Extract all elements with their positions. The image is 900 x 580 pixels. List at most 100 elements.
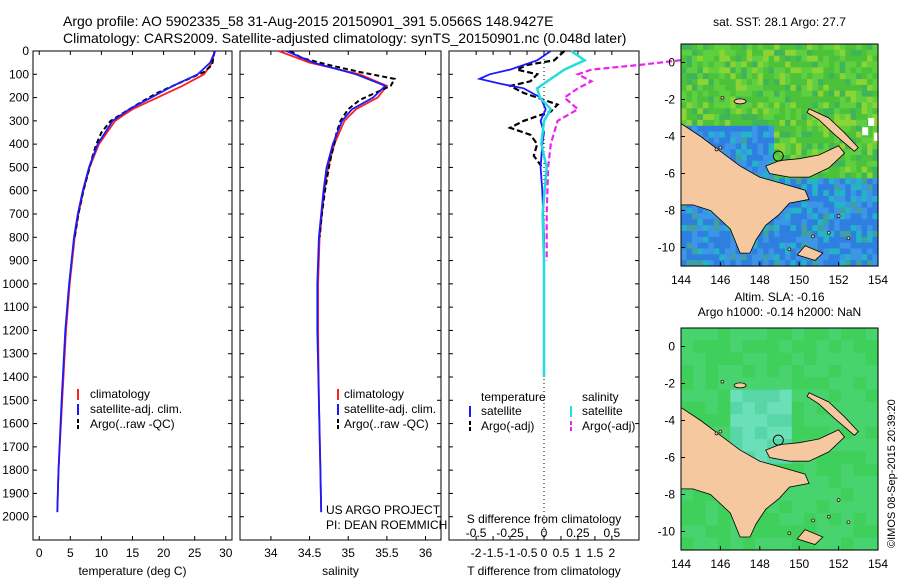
map-cell — [790, 207, 797, 214]
map-cell — [850, 90, 857, 98]
map-cell — [828, 463, 842, 477]
map-cell — [795, 248, 802, 255]
map-cell — [867, 190, 874, 197]
map-cell — [795, 44, 802, 51]
map-cell — [872, 79, 879, 86]
map-cell — [774, 61, 781, 68]
map-cell — [691, 236, 698, 244]
map-cell — [774, 119, 781, 127]
x-tick-label: 1 — [575, 546, 582, 560]
map-cell — [724, 248, 731, 255]
map-cell — [801, 225, 808, 232]
map-cell — [768, 172, 775, 179]
map-cell — [850, 207, 857, 214]
map-cell — [774, 73, 781, 80]
map-cell — [867, 114, 874, 121]
map-cell — [834, 219, 841, 226]
map-cell — [708, 137, 715, 144]
map-cell — [719, 108, 726, 115]
map-cell — [719, 96, 726, 103]
map-cell — [730, 49, 737, 57]
map-cell — [861, 84, 868, 92]
map-cell — [763, 242, 770, 249]
map-cell — [845, 84, 852, 92]
map-cell — [812, 125, 819, 133]
map-cell — [867, 55, 874, 63]
map-cell — [828, 108, 835, 115]
map-cell — [806, 61, 813, 68]
map-cell — [697, 213, 704, 220]
map-cell — [741, 84, 748, 92]
map-cell — [681, 213, 688, 220]
panel-frame — [32, 50, 233, 541]
map-cell — [774, 131, 781, 138]
map-cell — [735, 73, 742, 80]
land-islet — [787, 247, 792, 252]
map-cell — [856, 213, 863, 220]
map-cell — [774, 230, 781, 238]
map-cell — [845, 96, 852, 103]
map-cell — [724, 230, 731, 238]
map-cell — [812, 119, 819, 127]
map-cell — [812, 44, 819, 51]
map-cell — [702, 79, 709, 86]
map-cell — [691, 55, 698, 63]
panel-temperature: 0100200300400500600700800900100011001200… — [2, 44, 232, 578]
map-cell — [757, 61, 764, 68]
map-cell — [850, 236, 857, 244]
map-cell — [806, 73, 813, 80]
map-cell — [817, 96, 824, 103]
map-cell — [872, 225, 879, 232]
map-cell — [790, 114, 797, 121]
map-cell — [801, 44, 808, 51]
map-cell — [812, 49, 819, 57]
map-cell — [856, 44, 863, 51]
map-cell — [708, 125, 715, 133]
map-cell — [719, 260, 726, 267]
map-cell — [841, 537, 854, 551]
map-cell — [856, 114, 863, 121]
map-cell — [861, 172, 868, 179]
map-cell — [763, 155, 770, 162]
map-cell — [841, 513, 854, 526]
map-cell — [785, 108, 792, 115]
map-cell — [754, 352, 768, 366]
y-tick-label: -10 — [658, 525, 676, 539]
map-cell — [812, 96, 819, 103]
map-cell — [730, 365, 744, 378]
map-cell — [702, 96, 709, 103]
map-cell — [774, 219, 781, 226]
map-cell — [708, 73, 715, 80]
map-cell — [791, 500, 805, 514]
map-cell — [697, 230, 704, 238]
map-cell — [839, 178, 846, 185]
map-cell — [713, 84, 720, 92]
map-cell — [724, 242, 731, 249]
map-cell — [767, 426, 781, 440]
map-cell — [713, 125, 720, 133]
map-cell — [795, 225, 802, 232]
map-cell — [817, 67, 824, 74]
map-title-sla: Altim. SLA: -0.16 — [734, 290, 824, 304]
map-cell — [702, 207, 709, 214]
map-cell — [686, 96, 693, 103]
map-cell — [767, 537, 781, 551]
map-cell — [746, 79, 753, 86]
map-cell — [790, 260, 797, 267]
map-cell — [697, 79, 704, 86]
map-cell — [693, 389, 707, 403]
map-cell — [708, 254, 715, 261]
map-cell — [801, 108, 808, 115]
map-cell — [779, 242, 786, 249]
map-cell — [785, 178, 792, 185]
map-cell — [834, 119, 841, 127]
map-cell — [790, 149, 797, 156]
map-cell — [828, 143, 835, 150]
map-cell — [834, 44, 841, 51]
map-cell — [841, 451, 854, 465]
map-cell — [681, 61, 688, 68]
map-cell — [801, 84, 808, 92]
map-cell — [730, 102, 737, 109]
map-subtitle-sla: Argo h1000: -0.14 h2000: NaN — [698, 305, 861, 319]
map-frame — [680, 43, 879, 267]
